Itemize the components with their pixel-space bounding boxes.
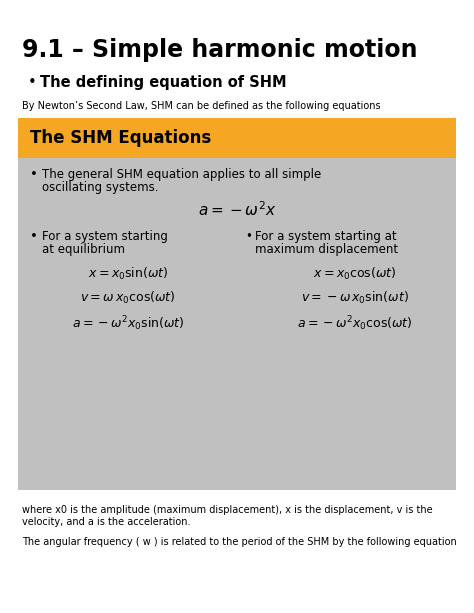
Text: oscillating systems.: oscillating systems. bbox=[42, 181, 158, 194]
Text: •: • bbox=[245, 230, 252, 243]
Text: •: • bbox=[30, 230, 38, 243]
Text: 9.1 – Simple harmonic motion: 9.1 – Simple harmonic motion bbox=[22, 38, 418, 62]
Text: The angular frequency ( w ) is related to the period of the SHM by the following: The angular frequency ( w ) is related t… bbox=[22, 537, 457, 547]
Text: $v=-\omega\, x_0\sin(\omega t)$: $v=-\omega\, x_0\sin(\omega t)$ bbox=[301, 290, 409, 306]
Text: $a=-\omega^{2}x_0\sin(\omega t)$: $a=-\omega^{2}x_0\sin(\omega t)$ bbox=[72, 314, 184, 333]
Text: maximum displacement: maximum displacement bbox=[255, 243, 398, 256]
Text: •: • bbox=[28, 75, 37, 90]
Text: By Newton’s Second Law, SHM can be defined as the following equations: By Newton’s Second Law, SHM can be defin… bbox=[22, 101, 381, 111]
Text: $a=-\omega^{2}x$: $a=-\omega^{2}x$ bbox=[198, 200, 276, 219]
Text: $x=x_0\sin(\omega t)$: $x=x_0\sin(\omega t)$ bbox=[88, 266, 168, 282]
Text: The defining equation of SHM: The defining equation of SHM bbox=[40, 75, 287, 90]
Text: For a system starting: For a system starting bbox=[42, 230, 168, 243]
Text: $a=-\omega^{2}x_0\cos(\omega t)$: $a=-\omega^{2}x_0\cos(\omega t)$ bbox=[297, 314, 413, 333]
Text: The SHM Equations: The SHM Equations bbox=[30, 129, 211, 147]
Text: at equilibrium: at equilibrium bbox=[42, 243, 125, 256]
Text: where x0 is the amplitude (maximum displacement), x is the displacement, v is th: where x0 is the amplitude (maximum displ… bbox=[22, 505, 433, 515]
Text: The general SHM equation applies to all simple: The general SHM equation applies to all … bbox=[42, 168, 321, 181]
Text: velocity, and a is the acceleration.: velocity, and a is the acceleration. bbox=[22, 517, 191, 527]
Text: $v=\omega\, x_0\cos(\omega t)$: $v=\omega\, x_0\cos(\omega t)$ bbox=[80, 290, 176, 306]
Bar bbox=[18, 158, 456, 490]
Text: •: • bbox=[30, 168, 38, 181]
Text: $x=x_0\cos(\omega t)$: $x=x_0\cos(\omega t)$ bbox=[313, 266, 397, 282]
Text: For a system starting at: For a system starting at bbox=[255, 230, 397, 243]
Bar bbox=[18, 118, 456, 158]
